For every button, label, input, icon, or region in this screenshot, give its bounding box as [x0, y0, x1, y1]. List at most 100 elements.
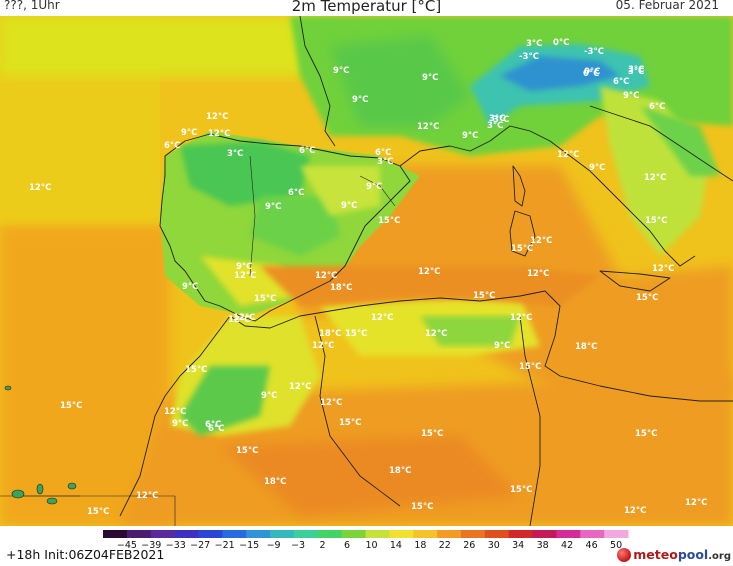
- temp-label: 9°C: [352, 95, 368, 105]
- colorbar-tick-label: −9: [266, 540, 281, 551]
- colorbar-tick-label: 42: [561, 540, 574, 551]
- temp-label: 9°C: [623, 91, 639, 101]
- temp-label: 3°C: [487, 121, 503, 131]
- colorbar-tick-label: −3: [291, 540, 306, 551]
- temp-label: 9°C: [172, 419, 188, 429]
- logo-text-a: meteo: [633, 547, 678, 562]
- colorbar-cell: [556, 530, 581, 538]
- colorbar-tick-label: 38: [536, 540, 549, 551]
- colorbar-cell: [317, 530, 343, 538]
- colorbar-cell: [460, 530, 486, 538]
- colorbar-cell: [413, 530, 438, 538]
- colorbar-cell: [103, 530, 128, 538]
- temp-label: 12°C: [233, 313, 255, 323]
- footer-bar: −45 −39 −33 −27 −21 −15 −9 −3 2 6 10 14 18 22 26 30 34 38…: [0, 526, 733, 566]
- temp-label: 12°C: [315, 271, 337, 281]
- colorbar-tick-label: 22: [438, 540, 451, 551]
- temp-label: 12°C: [527, 269, 549, 279]
- temp-label: 12°C: [417, 122, 439, 132]
- temp-label: 12°C: [136, 491, 158, 501]
- temperature-map: 12°C 12°C 9°C 12°C 3°C 6°C 6°C 6°C 9°C 9…: [0, 16, 733, 526]
- temp-label: 15°C: [510, 485, 532, 495]
- temp-label: 3°C: [628, 65, 644, 75]
- colorbar-cell: [150, 530, 176, 538]
- temp-label: 12°C: [685, 498, 707, 508]
- temp-label: 9°C: [181, 128, 197, 138]
- temp-label: 3°C: [493, 115, 509, 125]
- colorbar-cell: [246, 530, 271, 538]
- temp-label: 15°C: [87, 507, 109, 517]
- colorbar-tick-label: 18: [414, 540, 427, 551]
- temp-label: 12°C: [206, 112, 228, 122]
- temp-label: 3°C: [377, 157, 393, 167]
- temp-label: 9°C: [462, 131, 478, 141]
- temp-label: 12°C: [289, 382, 311, 392]
- colorbar-tick-label: 14: [389, 540, 402, 551]
- temp-label: 9°C: [182, 282, 198, 292]
- colorbar-tick-label: 50: [610, 540, 623, 551]
- colorbar-cell: [604, 530, 629, 538]
- logo-text-b: pool: [677, 547, 709, 562]
- temp-label: 9°C: [589, 163, 605, 173]
- temp-label: 15°C: [519, 362, 541, 372]
- colorbar-cell: [532, 530, 557, 538]
- temp-label: 18°C: [330, 283, 352, 293]
- temp-label: 12°C: [234, 271, 256, 281]
- colorbar-tick-label: −39: [141, 540, 162, 551]
- temp-label: 3°C: [489, 114, 505, 124]
- logo-text-c: .org: [708, 551, 731, 562]
- colorbar-tick-label: −15: [239, 540, 260, 551]
- temp-label: 15°C: [60, 401, 82, 411]
- temp-label: 18°C: [319, 329, 341, 339]
- temp-label: 15°C: [421, 429, 443, 439]
- temp-label: 12°C: [29, 183, 51, 193]
- colorbar-cell: [437, 530, 462, 538]
- colorbar-cell: [341, 530, 366, 538]
- colorbar-cell: [484, 530, 510, 538]
- temp-label: 12°C: [418, 267, 440, 277]
- temp-label: -3°C: [519, 52, 539, 62]
- colorbar-cell: [126, 530, 152, 538]
- temp-label: 15°C: [473, 291, 495, 301]
- temp-label: 9°C: [261, 391, 277, 401]
- temp-label: 6°C: [164, 141, 180, 151]
- colorbar-tick-label: −27: [190, 540, 211, 551]
- colorbar-cell: [365, 530, 390, 538]
- temp-label: 12°C: [530, 236, 552, 246]
- temp-label: 6°C: [288, 188, 304, 198]
- temp-label: 3°C: [227, 149, 243, 159]
- temp-label: 0°C: [584, 67, 600, 77]
- temp-label: 9°C: [366, 182, 382, 192]
- temp-label: 15°C: [345, 329, 367, 339]
- colorbar-tick-label: −45: [116, 540, 137, 551]
- temp-label: 6°C: [649, 102, 665, 112]
- temp-label: 15°C: [411, 502, 433, 512]
- colorbar-tick-label: 46: [585, 540, 598, 551]
- colorbar-tick-label: −33: [165, 540, 186, 551]
- colorbar-cell: [508, 530, 534, 538]
- logo-globe-icon: [617, 548, 632, 562]
- valid-date-label: 05. Februar 2021: [615, 0, 719, 12]
- colorbar-cell: [580, 530, 605, 538]
- colorbar-tick-label: 10: [365, 540, 378, 551]
- temperature-field: [0, 16, 733, 526]
- meteopool-logo[interactable]: meteopool.org: [617, 547, 731, 562]
- temp-label: 18°C: [575, 342, 597, 352]
- temp-label: 12°C: [652, 264, 674, 274]
- temp-label: 9°C: [265, 202, 281, 212]
- temp-label: 15°C: [635, 429, 657, 439]
- temperature-labels: 12°C 12°C 9°C 12°C 3°C 6°C 6°C 6°C 9°C 9…: [29, 38, 707, 517]
- temp-label: 6°C: [299, 146, 315, 156]
- temp-label: 12°C: [312, 341, 334, 351]
- temp-label: 12°C: [644, 173, 666, 183]
- colorbar-tick-label: 2: [319, 540, 326, 551]
- temp-label: 12°C: [228, 315, 250, 325]
- colorbar-cell: [293, 530, 319, 538]
- temp-label: 12°C: [208, 129, 230, 139]
- temp-label: 6°C: [613, 77, 629, 87]
- temp-label: 18°C: [389, 466, 411, 476]
- temp-label: 9°C: [494, 341, 510, 351]
- temp-label: 9°C: [333, 66, 349, 76]
- colorbar-tick-label: 6: [343, 540, 351, 551]
- temp-label: 0°C: [583, 69, 599, 79]
